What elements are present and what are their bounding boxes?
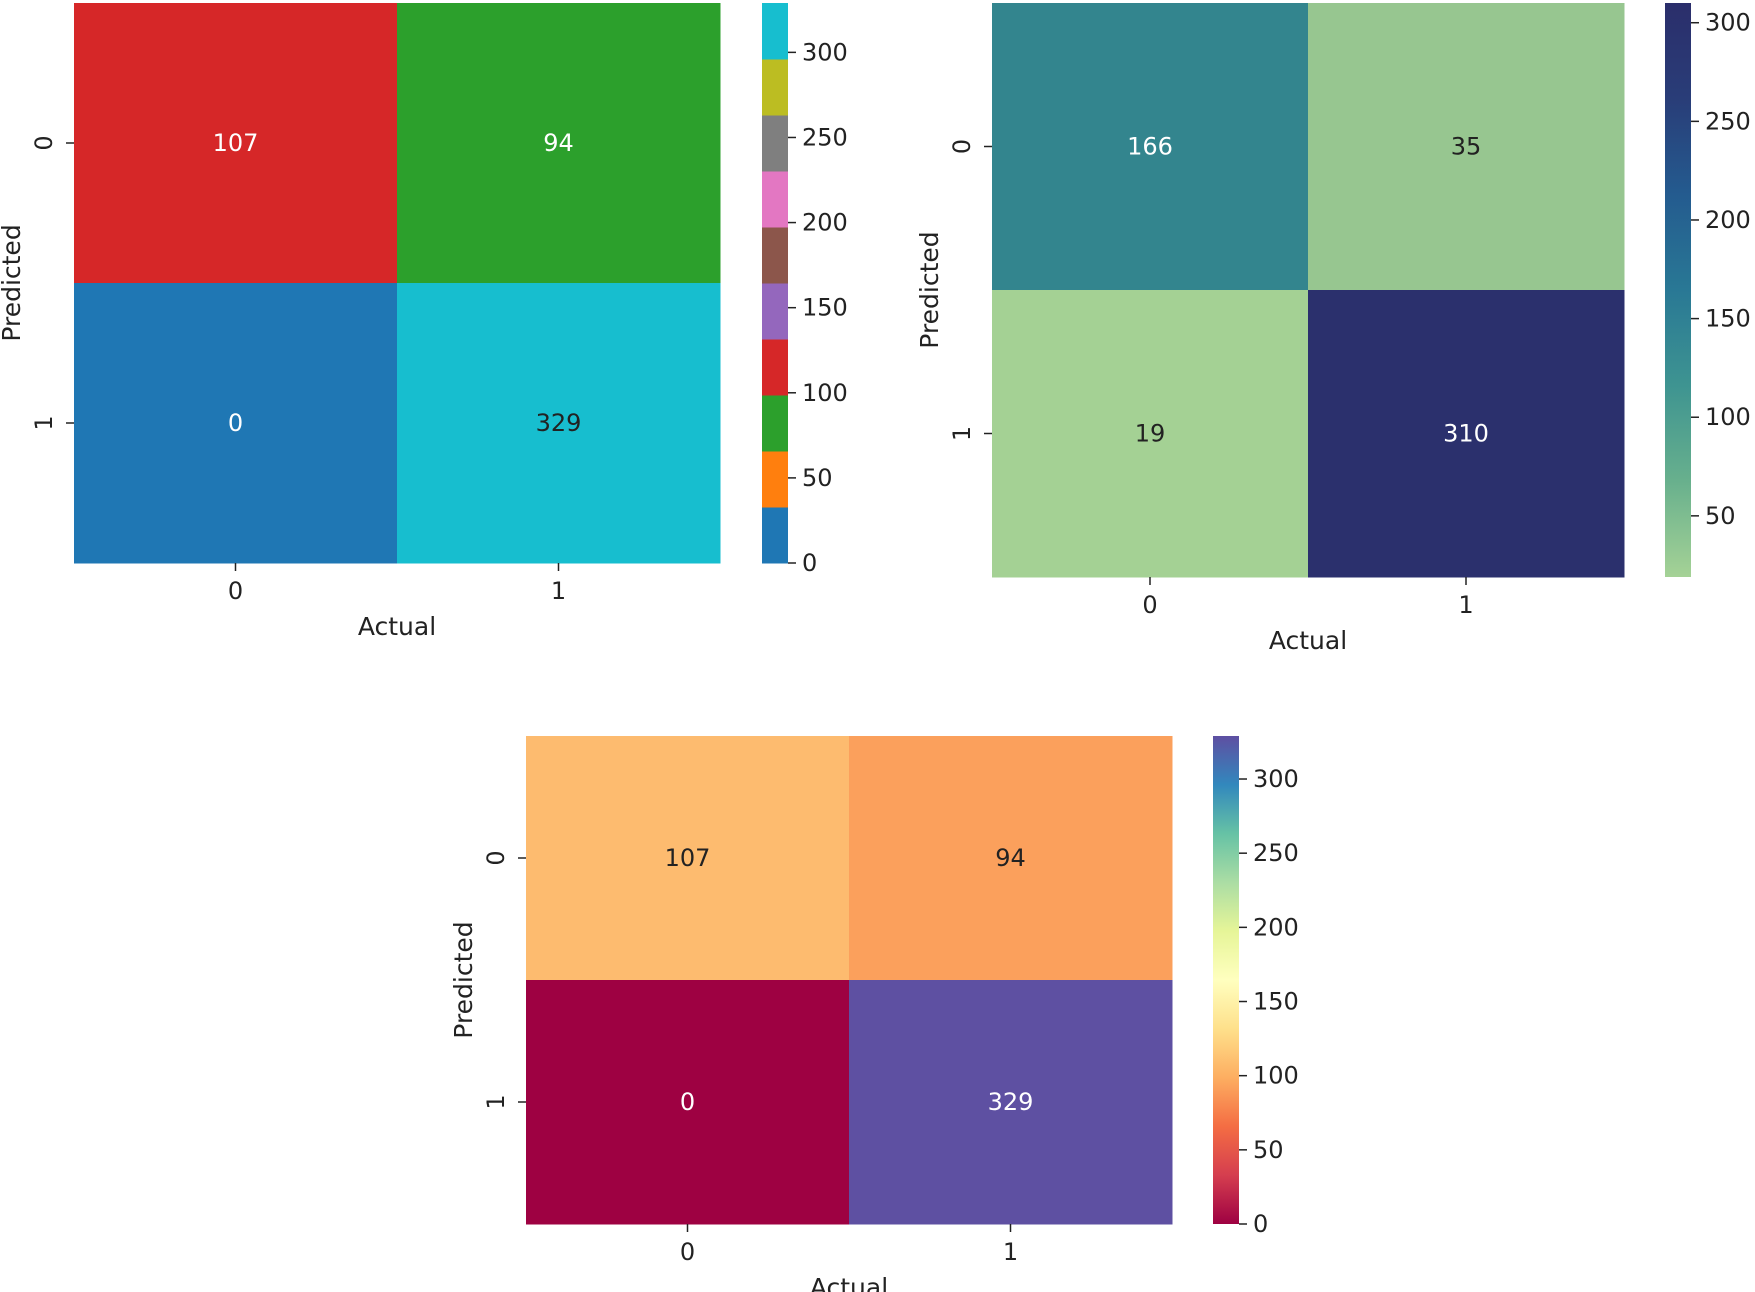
x-tick-label-0: 0: [680, 1238, 695, 1266]
colorbar-tick-label-4: 200: [1253, 913, 1299, 941]
cell-value-r1-c0: 19: [1135, 420, 1166, 448]
colorbar-tick-label-4: 200: [802, 209, 848, 237]
y-tick-label-0: 0: [30, 135, 58, 150]
colorbar-tick-label-0: 0: [1253, 1210, 1268, 1238]
cell-r1-c1: [397, 283, 721, 564]
colorbar-gradient: [1213, 736, 1239, 1224]
colorbar-tick-label-3: 150: [802, 294, 848, 322]
cell-value-r0-c1: 94: [543, 129, 574, 157]
colorbar-tick-label-2: 150: [1705, 305, 1751, 333]
colorbar-tick-label-5: 300: [1705, 9, 1751, 37]
colorbar-tick-label-5: 250: [802, 123, 848, 151]
cell-value-r0-c0: 166: [1127, 133, 1173, 161]
colorbar-tick-label-3: 200: [1705, 206, 1751, 234]
colorbar-tick-label-1: 50: [1253, 1136, 1284, 1164]
y-axis-label: Predicted: [0, 224, 26, 341]
x-tick-label-1: 1: [551, 577, 566, 605]
cell-r1-c0: [526, 980, 850, 1225]
cell-r1-c0: [74, 283, 398, 564]
x-axis-label: Actual: [358, 612, 436, 641]
y-tick-label-1: 1: [30, 415, 58, 430]
y-tick-label-1: 1: [482, 1094, 510, 1109]
cell-r0-c1: [397, 3, 721, 284]
cell-r1-c0: [992, 290, 1309, 578]
colorbar-gradient: [1665, 3, 1691, 577]
cell-r0-c1: [849, 736, 1173, 981]
cell-value-r1-c0: 0: [680, 1088, 695, 1116]
colorbar-tick-label-1: 50: [802, 464, 833, 492]
cell-value-r0-c1: 35: [1451, 133, 1482, 161]
heatmap-tab10: 107 94 0 329 0 1 0 1 Actual Predicted 0 50 100 150 200…: [0, 3, 848, 641]
y-tick-label-1: 1: [948, 426, 976, 441]
y-tick-label-0: 0: [482, 850, 510, 865]
colorbar-tick-label-0: 0: [802, 549, 817, 577]
colorbar-tick-label-2: 100: [1253, 1062, 1299, 1090]
cell-r0-c0: [992, 3, 1309, 291]
cell-value-r1-c0: 0: [228, 409, 243, 437]
cell-value-r0-c1: 94: [995, 844, 1026, 872]
y-tick-label-0: 0: [948, 139, 976, 154]
cell-value-r1-c1: 310: [1443, 420, 1489, 448]
cell-r0-c0: [74, 3, 398, 284]
colorbar-tick-label-5: 250: [1253, 839, 1299, 867]
colorbar-tick-label-3: 150: [1253, 988, 1299, 1016]
colorbar-segment-7: [762, 115, 788, 172]
y-axis-label: Predicted: [449, 921, 478, 1038]
cell-r1-c1: [1308, 290, 1625, 578]
cell-r0-c0: [526, 736, 850, 981]
y-axis-label: Predicted: [915, 231, 944, 348]
cell-value-r1-c1: 329: [988, 1088, 1034, 1116]
cell-value-r0-c0: 107: [213, 129, 259, 157]
colorbar-segment-6: [762, 171, 788, 228]
colorbar-tick-label-4: 250: [1705, 107, 1751, 135]
cell-r0-c1: [1308, 3, 1625, 291]
x-tick-label-1: 1: [1003, 1238, 1018, 1266]
x-axis-label: Actual: [1269, 626, 1347, 655]
colorbar-tick-label-0: 50: [1705, 502, 1736, 530]
colorbar-tick-label-1: 100: [1705, 403, 1751, 431]
colorbar-segment-2: [762, 395, 788, 452]
heatmap-spectral: 107 94 0 329 0 1 0 1 Actual Predicted 0 50 100 150 200…: [449, 736, 1299, 1292]
colorbar-tick-label-6: 300: [802, 38, 848, 66]
colorbar-tick-label-6: 300: [1253, 765, 1299, 793]
cell-value-r1-c1: 329: [536, 409, 582, 437]
cell-r1-c1: [849, 980, 1173, 1225]
colorbar-segment-0: [762, 507, 788, 564]
heatmap-crest: 166 35 19 310 0 1 0 1 Actual Predicted 50 100 150 200…: [915, 3, 1751, 655]
colorbar-segment-4: [762, 283, 788, 340]
colorbar-segment-5: [762, 227, 788, 284]
x-axis-label: Actual: [810, 1273, 888, 1292]
x-tick-label-1: 1: [1458, 591, 1473, 619]
cell-value-r0-c0: 107: [665, 844, 711, 872]
colorbar-segment-9: [762, 3, 788, 60]
colorbar-segment-1: [762, 451, 788, 508]
colorbar-tick-label-2: 100: [802, 379, 848, 407]
colorbar-segment-8: [762, 59, 788, 116]
x-tick-label-0: 0: [1142, 591, 1157, 619]
colorbar-segment-3: [762, 339, 788, 396]
x-tick-label-0: 0: [228, 577, 243, 605]
